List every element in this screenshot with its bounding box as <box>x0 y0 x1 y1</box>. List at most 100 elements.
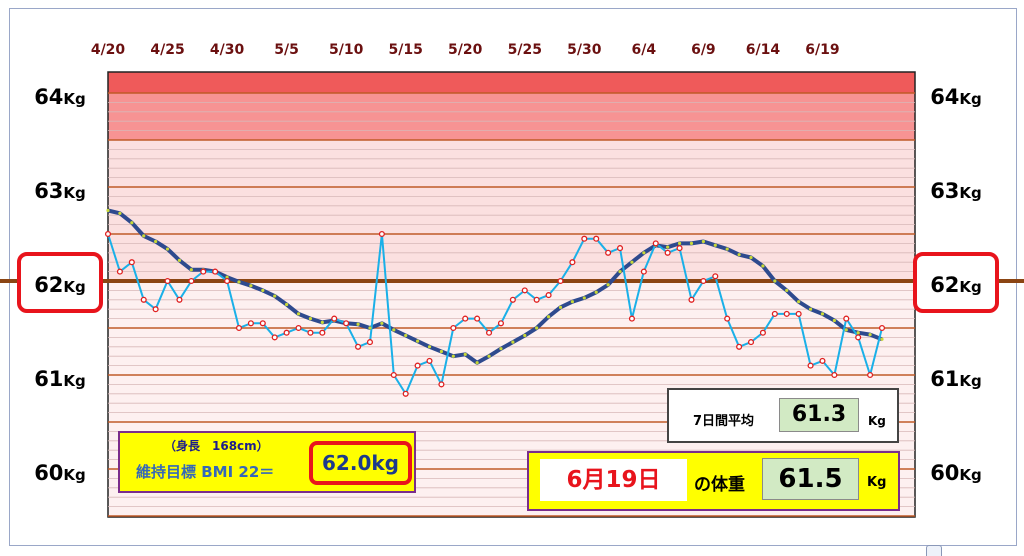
x-axis-labels: 4/20 4/25 4/30 5/5 5/10 5/15 5/20 5/25 5/30 6/4 6/… <box>91 42 840 58</box>
weekly-average-box: 7日間平均 61.3 Kg <box>667 388 899 443</box>
average-point <box>558 305 563 309</box>
x-tick-label: 5/30 <box>567 42 602 58</box>
daily-weight-point <box>640 268 647 275</box>
average-point <box>868 332 872 337</box>
daily-weight-point <box>783 310 790 317</box>
daily-weight-point <box>485 329 493 336</box>
x-tick-label: 5/10 <box>329 42 364 58</box>
average-point <box>165 247 170 251</box>
average-point <box>130 221 134 225</box>
daily-weight-point <box>855 334 862 341</box>
average-point <box>797 300 801 304</box>
highlight-box-right <box>913 252 999 313</box>
average-point <box>546 315 551 319</box>
y-tick-label-right: 61Kg <box>930 367 982 391</box>
average-point <box>535 326 539 330</box>
average-point <box>427 345 432 349</box>
average-point <box>832 318 836 323</box>
daily-weight-point <box>378 230 385 238</box>
daily-weight-point <box>867 371 874 379</box>
daily-weight-point <box>116 268 123 275</box>
average-point <box>439 349 444 354</box>
daily-weight-point <box>438 381 445 388</box>
daily-weight-point <box>426 357 433 364</box>
daily-weight-point <box>747 339 755 346</box>
daily-weight-point <box>283 329 290 336</box>
scroll-widget-icon[interactable] <box>926 545 942 556</box>
average-point <box>523 333 527 338</box>
daily-weight-point <box>700 277 707 285</box>
daily-weight-point <box>319 329 326 336</box>
daily-weight-point <box>581 235 588 242</box>
daily-weight-point <box>795 310 802 317</box>
daily-weight-point <box>355 343 362 350</box>
today-weight-unit: Kg <box>867 475 887 490</box>
average-point <box>642 251 646 255</box>
x-tick-label: 4/20 <box>91 42 126 58</box>
average-point <box>463 352 467 356</box>
average-point <box>273 294 277 298</box>
average-point <box>820 312 825 316</box>
y-tick-label-left: 64Kg <box>34 85 86 109</box>
average-point <box>749 255 753 260</box>
x-tick-label: 4/30 <box>210 42 245 58</box>
average-point <box>368 326 372 330</box>
daily-weight-point <box>247 320 254 327</box>
x-tick-label: 5/25 <box>508 42 542 58</box>
average-point <box>296 312 301 316</box>
daily-weight-point <box>819 357 826 364</box>
average-point <box>761 264 765 268</box>
average-point <box>666 245 670 249</box>
average-point <box>380 321 384 325</box>
daily-weight-point <box>533 296 540 303</box>
daily-weight-point <box>878 324 886 332</box>
average-point <box>356 322 360 326</box>
daily-weight-point <box>628 315 635 322</box>
average-point <box>118 211 122 215</box>
daily-weight-point <box>712 273 719 280</box>
x-tick-label: 6/19 <box>805 42 839 58</box>
average-point <box>594 290 598 294</box>
daily-weight-point <box>521 287 528 294</box>
bmi-target-weight: 62.0kg <box>309 441 412 485</box>
daily-weight-point <box>259 320 266 327</box>
weekly-average-label: 7日間平均 <box>693 414 755 429</box>
average-point <box>606 283 610 287</box>
daily-weight-point <box>462 315 469 322</box>
average-point <box>487 354 491 358</box>
average-point <box>773 279 777 283</box>
daily-weight-point <box>331 315 338 322</box>
average-point <box>725 247 729 251</box>
average-point <box>451 354 455 358</box>
daily-weight-point <box>843 315 850 322</box>
daily-weight-point <box>295 324 302 332</box>
daily-weight-point <box>569 259 576 266</box>
daily-weight-point <box>402 390 409 397</box>
bmi-target-box: （身長 168cm） 維持目標 BMI 22＝ 62.0kg <box>118 431 416 493</box>
y-tick-label-left: 60Kg <box>34 461 86 485</box>
bmi-label: 維持目標 BMI 22＝ <box>136 463 275 481</box>
x-tick-label: 5/15 <box>389 42 423 58</box>
average-point <box>237 280 241 284</box>
x-tick-label: 6/9 <box>691 42 716 58</box>
average-point <box>737 253 741 257</box>
daily-weight-point <box>771 310 778 317</box>
daily-weight-point <box>128 259 135 266</box>
daily-weight-point <box>366 339 374 346</box>
average-point <box>261 288 265 292</box>
average-point <box>785 288 789 292</box>
daily-weight-point <box>271 334 278 341</box>
daily-weight-point <box>414 362 421 369</box>
daily-weight-point <box>104 230 112 238</box>
daily-weight-point <box>390 371 397 379</box>
y-axis-labels: 64Kg 64Kg 63Kg 63Kg 62Kg 62Kg 61Kg 61Kg 60Kg 60Kg <box>17 85 999 485</box>
daily-weight-point <box>736 343 743 350</box>
daily-weight-point <box>450 324 457 332</box>
daily-weight-point <box>474 315 481 322</box>
daily-weight-point <box>688 296 695 303</box>
average-point <box>285 302 289 307</box>
x-tick-label: 5/20 <box>448 42 483 58</box>
average-point <box>189 268 193 272</box>
average-point <box>320 320 324 324</box>
x-tick-label: 5/5 <box>274 42 299 58</box>
